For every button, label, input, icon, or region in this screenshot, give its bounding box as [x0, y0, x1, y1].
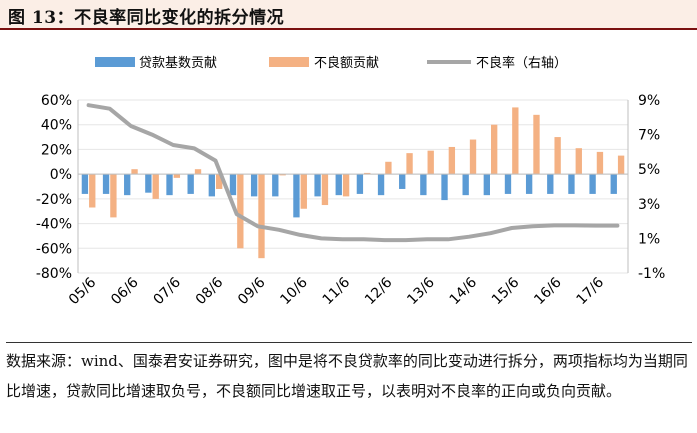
loan-bar: [102, 174, 110, 194]
loan-bar: [166, 174, 173, 196]
left-tick-label: -20%: [36, 192, 72, 208]
loan-bar: [314, 174, 321, 197]
loan-bar: [272, 174, 279, 197]
npl-bar: [152, 174, 159, 199]
loan-bar: [610, 174, 617, 194]
npl-bar: [237, 174, 244, 249]
legend-swatch-loan: [95, 57, 135, 67]
x-tick-label: 08/6: [193, 274, 227, 308]
npl-bar: [448, 146, 456, 175]
left-tick-label: 60%: [41, 93, 72, 109]
x-tick-label: 06/6: [108, 274, 142, 308]
loan-bar: [81, 174, 89, 194]
right-tick-label: -1%: [638, 266, 665, 282]
npl-bar: [512, 107, 519, 175]
loan-bar: [462, 174, 469, 196]
npl-ratio-line-group: [86, 103, 620, 243]
npl-bar: [342, 174, 350, 197]
loan-bar: [441, 174, 448, 201]
loan-bar: [208, 174, 215, 197]
legend: 贷款基数贡献 不良额贡献 不良率（右轴）: [95, 55, 567, 71]
right-tick-label: 7%: [638, 128, 660, 144]
npl-bar: [216, 174, 223, 189]
npl-bar: [364, 172, 371, 175]
npl-bar: [321, 174, 329, 206]
x-tick-label: 12/6: [362, 274, 396, 308]
npl-bar: [300, 174, 307, 209]
right-tick-label: 9%: [638, 93, 660, 109]
loan-bar: [525, 174, 533, 194]
loan-bar: [293, 174, 300, 218]
loan-bar: [483, 174, 490, 196]
npl-bar: [617, 155, 625, 175]
npl-bar: [427, 150, 434, 175]
loan-bar: [335, 174, 342, 196]
npl-contribution-bars: [89, 107, 625, 259]
loan-bar: [145, 174, 152, 193]
left-tick-label: -60%: [36, 241, 72, 257]
x-tick-label: 13/6: [404, 274, 438, 308]
loan-bar: [250, 174, 258, 197]
loan-bar: [377, 174, 385, 196]
left-tick-label: -80%: [36, 266, 72, 282]
npl-bar: [258, 174, 265, 259]
loan-bar: [568, 174, 575, 194]
loan-bar: [356, 174, 364, 194]
loan-bar: [229, 174, 237, 196]
npl-bar: [575, 148, 582, 175]
x-tick-label: 07/6: [150, 274, 184, 308]
npl-bar: [194, 169, 202, 175]
left-tick-label: -40%: [36, 217, 72, 233]
right-tick-label: 1%: [638, 231, 660, 247]
right-axis-ticks: 9% 7% 5% 3% 1% -1%: [638, 93, 665, 282]
chart: 60% 40% 20% 0% -20% -40% -60% -80% 9% 7% 5% 3% 1% -1…: [36, 55, 665, 308]
x-axis-ticks: 05/6 06/6 07/6 08/6 09/6 10/6 11/6 12/6 13/6 14/6…: [66, 274, 607, 308]
legend-label-ratio: 不良率（右轴）: [476, 55, 567, 71]
loan-bar: [589, 174, 596, 194]
figure-title: 图 13：不良率同比变化的拆分情况: [8, 8, 285, 28]
npl-bar: [596, 151, 604, 175]
legend-swatch-npl: [269, 57, 309, 67]
npl-bar: [533, 114, 540, 175]
npl-bar: [131, 169, 138, 175]
npl-bar: [469, 139, 477, 175]
x-tick-label: 11/6: [320, 274, 354, 308]
npl-bar: [406, 153, 413, 175]
npl-bar: [110, 174, 117, 218]
right-tick-label: 5%: [638, 162, 660, 178]
x-tick-label: 15/6: [489, 274, 523, 308]
left-tick-label: 40%: [41, 118, 72, 134]
title-bar: 图 13：不良率同比变化的拆分情况: [0, 0, 697, 30]
npl-bar: [279, 174, 286, 176]
right-tick-label: 3%: [638, 197, 660, 213]
gridlines: [78, 99, 628, 274]
npl-bar: [385, 161, 392, 175]
x-tick-label: 14/6: [447, 274, 481, 308]
x-tick-label: 17/6: [574, 274, 608, 308]
loan-bar: [420, 174, 427, 196]
legend-label-npl: 不良额贡献: [314, 55, 379, 71]
loan-bar: [399, 174, 406, 189]
npl-ratio-line: [86, 103, 620, 243]
npl-bar: [554, 137, 561, 175]
npl-bar: [89, 174, 96, 208]
left-axis-ticks: 60% 40% 20% 0% -20% -40% -60% -80%: [36, 93, 72, 282]
loan-bar: [504, 174, 512, 194]
loan-bar: [547, 174, 554, 194]
left-tick-label: 0%: [50, 167, 72, 183]
loan-bar: [124, 174, 131, 196]
loan-contribution-bars: [81, 174, 617, 218]
npl-bar: [491, 124, 498, 175]
x-tick-label: 16/6: [531, 274, 565, 308]
source-note: 数据来源：wind、国泰君安证券研究，图中是将不良贷款率的同比变动进行拆分，两项…: [6, 342, 692, 406]
axis-lines: [77, 100, 629, 273]
left-tick-label: 20%: [41, 142, 72, 158]
legend-label-loan: 贷款基数贡献: [139, 56, 217, 71]
loan-bar: [187, 174, 194, 194]
npl-bar: [173, 174, 181, 178]
x-tick-label: 10/6: [277, 274, 311, 308]
x-tick-label: 09/6: [235, 274, 269, 308]
